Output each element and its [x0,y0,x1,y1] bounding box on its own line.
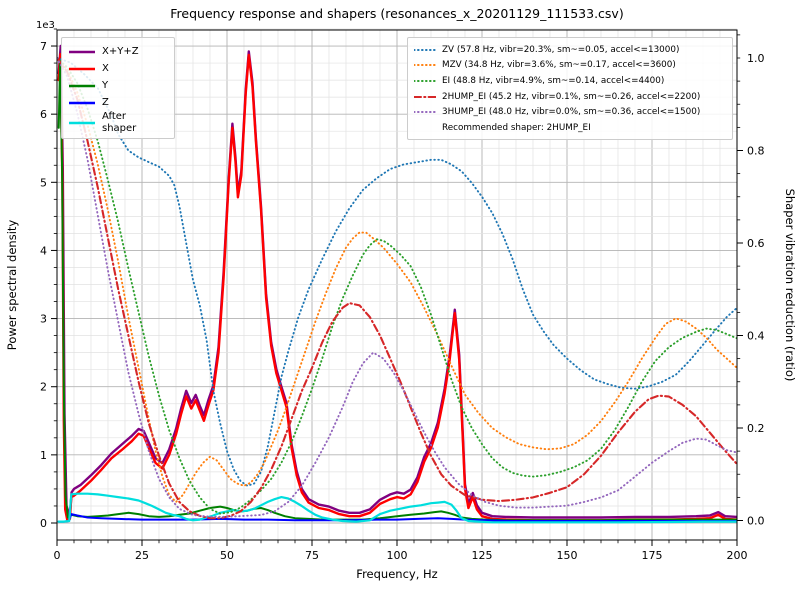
y-left-tick-label: 5 [40,176,47,189]
legend-item-after-shaper: After shaper [69,111,167,134]
series-2hump_ei [57,56,737,520]
legend-item-mzv: MZV (34.8 Hz, vibr=3.6%, sm~=0.17, accel… [414,58,726,74]
chart-title: Frequency response and shapers (resonanc… [170,6,623,21]
y-right-tick-label: 0.0 [747,515,765,528]
legend-item-y: Y [69,77,167,94]
series-3hump_ei [57,57,737,518]
x-tick-label: 25 [135,549,149,562]
y-right-tick-label: 0.6 [747,237,765,250]
y-right-tick-label: 0.4 [747,330,765,343]
legend-line-sample [414,48,436,51]
recommended-shaper-text: Recommended shaper: 2HUMP_EI [442,122,591,133]
legend-line-sample [69,121,95,124]
legend-line-sample [414,111,436,114]
legend-line-sample [69,84,95,87]
y-left-tick-label: 2 [40,381,47,394]
x-tick-label: 75 [305,549,319,562]
legend-item-label: X+Y+Z [102,45,139,57]
legend-line-sample [69,101,95,104]
legend-line-sample [69,67,95,70]
axis-ticks [51,28,743,546]
x-tick-label: 50 [220,549,234,562]
legend-item-label: 2HUMP_EI (45.2 Hz, vibr=0.1%, sm~=0.26, … [442,91,701,102]
series-z [57,513,737,523]
legend-item-3hump_ei: 3HUMP_EI (48.0 Hz, vibr=0.0%, sm~=0.36, … [414,104,726,120]
y-left-tick-label: 3 [40,313,47,326]
series-curves [57,44,737,524]
legend-shapers: ZV (57.8 Hz, vibr=20.3%, sm~=0.05, accel… [407,37,733,140]
y-axis-label-right: Shaper vibration reduction (ratio) [783,189,797,382]
x-tick-label: 100 [387,549,408,562]
legend-item-label: 3HUMP_EI (48.0 Hz, vibr=0.0%, sm~=0.36, … [442,107,701,118]
legend-psd: X+Y+Z X Y Z After shaper [61,37,175,139]
axis-offset-label: 1e3 [36,20,55,31]
legend-item-ei: EI (48.8 Hz, vibr=4.9%, sm~=0.14, accel<… [414,73,726,89]
legend-item-label: EI (48.8 Hz, vibr=4.9%, sm~=0.14, accel<… [442,75,665,86]
y-left-tick-label: 7 [40,40,47,53]
x-tick-label: 175 [642,549,663,562]
x-tick-label: 200 [727,549,748,562]
legend-item-z: Z [69,94,167,111]
legend-item-zv: ZV (57.8 Hz, vibr=20.3%, sm~=0.05, accel… [414,42,726,58]
series-ei [57,57,737,515]
legend-line-sample [414,95,436,98]
legend-item-label: Y [102,79,109,91]
series-mzv [57,57,737,503]
series-after-shaper [57,492,737,524]
axis-tick-labels: 0 25 50 75 100 125 150 175 200 0 1 2 3 4 5 6 7 0.0 0.2 0.4 0… [40,40,765,562]
legend-item-label: X [102,62,109,74]
x-tick-label: 0 [54,549,61,562]
legend-item-2hump_ei: 2HUMP_EI (45.2 Hz, vibr=0.1%, sm~=0.26, … [414,89,726,105]
series-x [57,53,737,522]
x-tick-label: 125 [472,549,493,562]
legend-item-label: Z [102,96,109,108]
legend-line-sample [414,79,436,82]
y-left-tick-label: 4 [40,244,47,257]
y-right-tick-label: 0.8 [747,145,765,158]
y-left-tick-label: 0 [40,517,47,530]
legend-item-label: MZV (34.8 Hz, vibr=3.6%, sm~=0.17, accel… [442,60,676,71]
legend-item-x: X [69,60,167,77]
y-left-tick-label: 6 [40,108,47,121]
legend-line-sample [414,64,436,67]
y-right-tick-label: 0.2 [747,422,765,435]
x-tick-label: 150 [557,549,578,562]
recommended-shaper-note: Recommended shaper: 2HUMP_EI [414,120,726,136]
series-zv [57,57,737,487]
legend-item-label: After shaper [102,111,137,134]
legend-item-x+y+z: X+Y+Z [69,43,167,60]
y-right-tick-label: 1.0 [747,52,765,65]
x-axis-label: Frequency, Hz [356,567,437,581]
y-axis-label-left: Power spectral density [5,220,19,351]
legend-item-label: ZV (57.8 Hz, vibr=20.3%, sm~=0.05, accel… [442,44,680,55]
legend-line-sample [69,50,95,53]
y-left-tick-label: 1 [40,449,47,462]
